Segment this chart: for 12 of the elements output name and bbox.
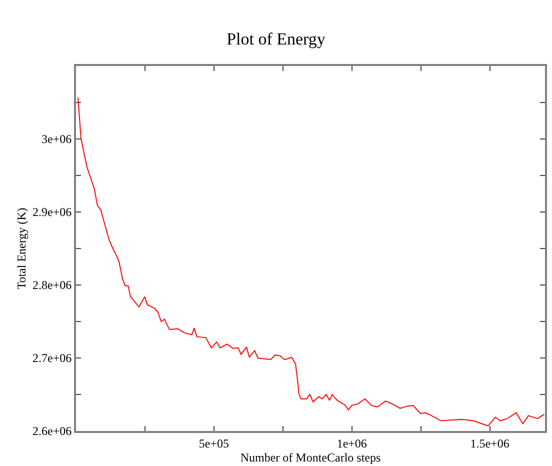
y-axis-title: Total Energy (K) [14, 208, 28, 290]
x-tick-label: 1e+06 [336, 436, 367, 450]
y-tick-label: 2.6e+06 [32, 424, 72, 438]
x-tick-label: 1.5e+06 [470, 436, 510, 450]
x-tick-label: 5e+05 [198, 436, 229, 450]
y-tick-label: 2.8e+06 [32, 278, 72, 292]
x-axis-title: Number of MonteCarlo steps [240, 450, 381, 464]
chart-title: Plot of Energy [226, 30, 326, 49]
y-tick-label: 2.7e+06 [32, 351, 72, 366]
line-series [77, 96, 545, 426]
y-tick-label: 2.9e+06 [32, 205, 72, 220]
y-tick-label: 3e+06 [42, 132, 72, 146]
